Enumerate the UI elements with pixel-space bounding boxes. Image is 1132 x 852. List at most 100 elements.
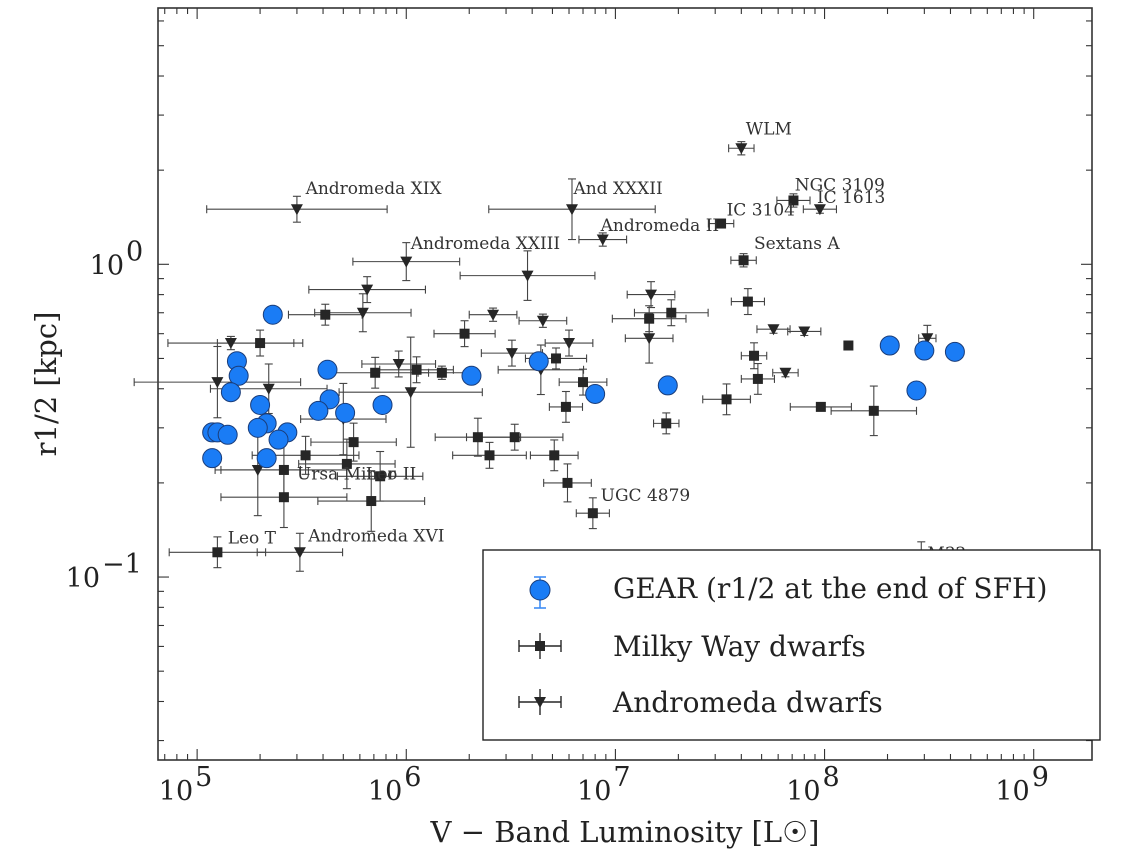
x-tick-label: 10 5	[159, 762, 213, 807]
x-tick-label-exp: 7	[613, 762, 630, 793]
mw-point	[749, 350, 760, 361]
m31-point	[404, 387, 417, 399]
legend-box	[482, 549, 1101, 741]
mw-point	[459, 328, 470, 339]
mw-point	[788, 195, 799, 206]
legend-gear-marker	[529, 579, 551, 601]
mw-point	[716, 218, 727, 229]
galaxy-label: IC 1613	[817, 188, 885, 208]
y-tick-label: 10 0	[90, 236, 144, 281]
mw-point	[868, 405, 879, 416]
mw-point	[843, 340, 854, 351]
legend-item-m31: Andromeda dwarfs	[518, 686, 883, 719]
mw-point	[375, 471, 386, 482]
x-tick-label: 10 6	[368, 762, 422, 807]
mw-point	[436, 367, 447, 378]
legend-mw-marker	[535, 641, 545, 651]
mw-point	[370, 367, 381, 378]
m31-point	[400, 256, 413, 268]
gear-point	[247, 417, 268, 438]
m31-point	[645, 289, 658, 301]
gear-markers	[202, 304, 965, 469]
x-tick-label-exp: 5	[195, 762, 212, 793]
m31-point	[505, 348, 518, 360]
legend-label-mw: Milky Way dwarfs	[613, 630, 866, 663]
gear-point	[256, 448, 277, 469]
m31-point	[251, 464, 264, 476]
mw-point	[509, 432, 520, 443]
m31-point	[293, 547, 306, 559]
m31-point	[521, 270, 534, 282]
m31-point	[487, 309, 500, 321]
mw-point	[587, 508, 598, 519]
gear-point	[914, 340, 935, 361]
gear-point	[220, 382, 241, 403]
gear-point	[657, 375, 678, 396]
legend-item-mw: Milky Way dwarfs	[518, 630, 866, 663]
galaxy-label: IC 3104	[727, 201, 795, 221]
m31-point	[262, 383, 275, 395]
galaxy-label: Ursa Minor	[297, 465, 397, 485]
legend-m31-marker	[534, 697, 546, 708]
x-tick-label: 10 8	[786, 762, 840, 807]
gear-point	[308, 400, 329, 421]
mw-point	[348, 437, 359, 448]
galaxy-label: Leo T	[228, 529, 277, 549]
axis-ticks	[158, 8, 1092, 760]
x-tick-label-exp: 9	[1032, 762, 1049, 793]
x-tick-label: 10 9	[995, 762, 1049, 807]
m31-point	[290, 204, 303, 216]
mw-point	[278, 492, 289, 503]
mw-point	[644, 313, 655, 324]
legend: GEAR (r1/2 at the end of SFH) Milky Way …	[482, 549, 1101, 741]
gear-point	[335, 402, 356, 423]
gear-point	[228, 365, 249, 386]
legend-item-gear: GEAR (r1/2 at the end of SFH)	[529, 572, 1047, 609]
gear-point	[585, 383, 606, 404]
mw-point	[212, 547, 223, 558]
mw-point	[278, 464, 289, 475]
mw-point	[721, 394, 732, 405]
mw-point	[752, 373, 763, 384]
x-tick-label: 10 7	[577, 762, 631, 807]
galaxy-label: NGC 3109	[795, 176, 885, 196]
mw-point	[411, 364, 422, 375]
mw-point	[549, 450, 560, 461]
m31-point	[921, 333, 934, 345]
m31-point	[798, 326, 811, 338]
m31-point	[813, 204, 826, 216]
gear-point	[944, 341, 965, 362]
mw-point	[320, 309, 331, 320]
mw-point	[300, 450, 311, 461]
mw-point	[815, 401, 826, 412]
gear-point	[202, 448, 223, 469]
gear-point	[461, 365, 482, 386]
y-tick-label-exp: −1	[102, 549, 142, 580]
mw-point	[255, 338, 266, 349]
m31-point	[767, 324, 780, 336]
m31-point	[392, 358, 405, 370]
galaxy-label: Sextans A	[754, 234, 840, 254]
x-tick-label-base: 10	[577, 776, 611, 807]
galaxy-label: WLM	[746, 120, 792, 140]
gear-point	[906, 380, 927, 401]
gear-point	[262, 304, 283, 325]
x-axis-label: V − Band Luminosity [L☉]	[430, 815, 820, 849]
gear-point	[528, 351, 549, 372]
y-tick-label-base: 10	[66, 563, 100, 594]
y-tick-label: 10 −1	[66, 549, 142, 594]
galaxy-label: Andromeda XVI	[307, 526, 444, 546]
milky-way-dwarfs-markers	[212, 195, 879, 558]
x-tick-label-base: 10	[786, 776, 820, 807]
mw-point	[666, 307, 677, 318]
mw-point	[560, 401, 571, 412]
gear-point	[217, 424, 238, 445]
gear-point	[879, 335, 900, 356]
gear-point	[250, 394, 271, 415]
legend-label-gear: GEAR (r1/2 at the end of SFH)	[613, 572, 1047, 605]
m31-point	[224, 338, 237, 350]
galaxy-label: Andromeda II	[600, 216, 720, 236]
m31-point	[536, 315, 549, 327]
